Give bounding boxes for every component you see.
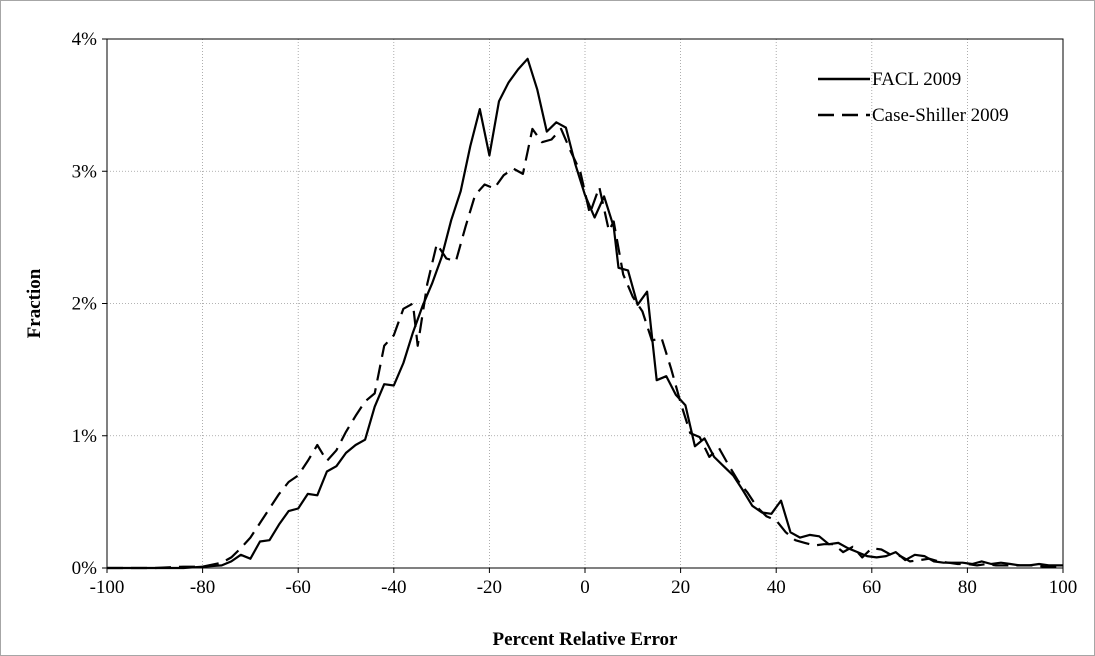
series-line-facl-2009 [107, 57, 1063, 570]
y-axis-title: Fraction [24, 268, 45, 338]
x-tick-label: 80 [958, 577, 977, 598]
x-tick-label: -40 [381, 577, 406, 598]
x-tick-label: -80 [190, 577, 215, 598]
legend: FACL 2009 Case-Shiller 2009 [818, 69, 1009, 126]
x-tick-label: 0 [580, 577, 590, 598]
y-tick-label: 4% [72, 29, 98, 50]
x-tick-label: 40 [767, 577, 786, 598]
x-tick-label: 20 [671, 577, 690, 598]
series-line-case-shiller-2009 [107, 127, 1063, 570]
y-tick-label: 3% [72, 161, 98, 182]
x-tick-label: -60 [286, 577, 311, 598]
x-tick-label: -100 [90, 577, 125, 598]
x-tick-label: 60 [862, 577, 881, 598]
x-tick-label: 100 [1049, 577, 1078, 598]
y-tick-label: 2% [72, 294, 98, 315]
x-axis: -100 -80 -60 -40 -20 0 20 40 60 80 100 [90, 568, 1078, 598]
legend-label-facl-2009: FACL 2009 [872, 69, 961, 90]
legend-label-case-shiller-2009: Case-Shiller 2009 [872, 105, 1009, 126]
y-axis: 0% 1% 2% 3% 4% [72, 29, 107, 579]
x-axis-title: Percent Relative Error [493, 629, 679, 650]
x-tick-label: -20 [477, 577, 502, 598]
series-layer [107, 57, 1063, 570]
y-tick-label: 1% [72, 426, 98, 447]
y-tick-label: 0% [72, 558, 98, 579]
